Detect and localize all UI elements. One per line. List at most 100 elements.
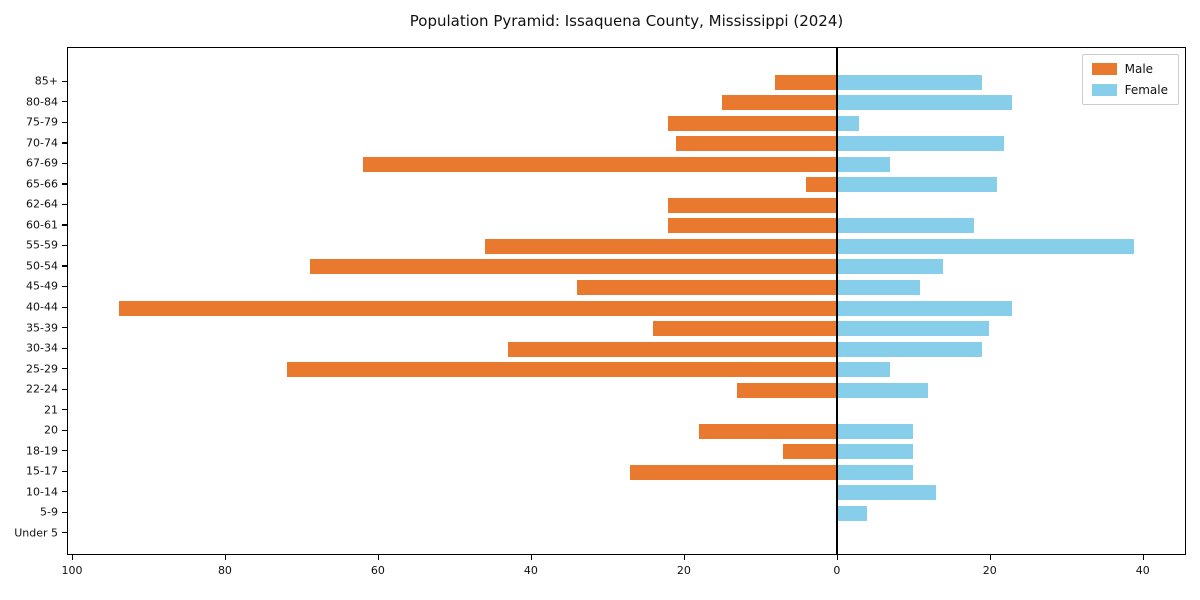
y-tick-mark [62, 532, 67, 534]
bar-female-40-44 [836, 300, 1013, 316]
x-tick-mark [377, 555, 380, 560]
bar-male-15-17 [630, 464, 837, 480]
bar-female-25-29 [836, 362, 890, 378]
y-tick-mark [62, 244, 67, 247]
bar-male-55-59 [485, 238, 837, 254]
bar-female-55-59 [836, 238, 1135, 254]
bar-male-70-74 [676, 136, 837, 152]
bar-male-67-69 [363, 156, 837, 172]
bar-female-35-39 [836, 321, 990, 337]
x-tick-mark [530, 555, 533, 560]
y-tick-mark [62, 203, 67, 206]
bar-female-75-79 [836, 115, 860, 131]
y-tick-mark [62, 285, 67, 288]
zero-axis-line [836, 48, 838, 554]
bar-female-10-14 [836, 485, 936, 501]
y-tick-mark [62, 429, 67, 431]
y-tick-mark [62, 347, 67, 349]
x-tick-mark [836, 555, 839, 560]
bar-male-85+ [775, 74, 837, 90]
bar-male-35-39 [653, 321, 837, 337]
y-tick-label: 25-29 [26, 362, 58, 376]
x-tick-label: 80 [217, 564, 232, 577]
x-tick-mark [683, 555, 686, 560]
bar-male-18-19 [783, 444, 837, 460]
y-tick-mark [62, 491, 67, 493]
bar-female-50-54 [836, 259, 944, 275]
bar-male-80-84 [721, 95, 837, 111]
bar-female-22-24 [836, 382, 929, 398]
bar-female-30-34 [836, 341, 982, 357]
y-tick-label: 85+ [34, 74, 58, 88]
y-tick-label: 40-44 [26, 300, 58, 314]
y-tick-mark [62, 409, 67, 411]
y-tick-mark [62, 327, 67, 329]
y-tick-mark [62, 121, 67, 123]
y-tick-label: 15-17 [26, 464, 58, 478]
legend: Male Female [1081, 54, 1179, 105]
bar-female-70-74 [836, 136, 1005, 152]
y-tick-mark [62, 162, 67, 165]
x-tick-label: 0 [833, 564, 841, 577]
y-tick-label: 35-39 [26, 321, 58, 335]
bar-male-62-64 [668, 197, 837, 213]
y-tick-mark [62, 80, 67, 82]
y-tick-label: 65-66 [26, 177, 58, 191]
x-tick-label: 20 [676, 564, 691, 577]
x-tick-label: 20 [982, 564, 997, 577]
bar-female-60-61 [836, 218, 974, 234]
y-tick-label: 75-79 [26, 115, 58, 129]
y-tick-label: 18-19 [26, 444, 58, 458]
bar-female-67-69 [836, 156, 890, 172]
bar-female-85+ [836, 74, 982, 90]
bar-male-65-66 [805, 177, 837, 193]
bar-male-30-34 [508, 341, 837, 357]
male-color-swatch [1091, 63, 1117, 75]
y-tick-mark [62, 368, 67, 370]
x-tick-label: 40 [1135, 564, 1150, 577]
x-tick-mark [71, 555, 74, 560]
y-tick-label: 62-64 [26, 197, 58, 211]
bar-male-60-61 [668, 218, 837, 234]
bar-female-45-49 [836, 279, 921, 295]
y-tick-mark [62, 470, 67, 472]
y-tick-mark [62, 101, 67, 103]
x-tick-mark [1142, 555, 1144, 560]
y-tick-label: 30-34 [26, 341, 58, 355]
bar-female-5-9 [836, 505, 867, 521]
chart-title: Population Pyramid: Issaquena County, Mi… [409, 12, 844, 30]
y-tick-mark [62, 388, 67, 390]
y-tick-label: 22-24 [26, 382, 58, 396]
bar-male-45-49 [576, 279, 837, 295]
y-tick-mark [62, 265, 67, 267]
bar-male-40-44 [118, 300, 837, 316]
y-tick-mark [62, 450, 67, 452]
y-tick-mark [62, 224, 67, 226]
bar-male-20 [699, 423, 837, 439]
y-tick-mark [62, 306, 67, 308]
y-tick-mark [62, 511, 67, 513]
x-tick-label: 100 [61, 564, 83, 577]
bar-female-15-17 [836, 464, 913, 480]
x-tick-label: 60 [370, 564, 385, 577]
bar-male-25-29 [286, 362, 837, 378]
legend-label-male: Male [1124, 62, 1154, 76]
y-tick-mark [62, 183, 67, 185]
y-tick-label: 45-49 [26, 279, 58, 293]
legend-entry-female: Female [1091, 83, 1168, 97]
legend-entry-male: Male [1091, 62, 1168, 76]
x-tick-mark [989, 555, 991, 560]
y-tick-label: 20 [44, 423, 58, 437]
y-tick-label: 80-84 [26, 95, 58, 109]
bar-female-20 [836, 423, 913, 439]
y-tick-label: 60-61 [26, 218, 58, 232]
y-tick-label: 70-74 [26, 136, 58, 150]
y-tick-label: Under 5 [14, 526, 58, 540]
female-color-swatch [1091, 84, 1117, 96]
y-tick-label: 21 [44, 403, 58, 417]
y-tick-mark [62, 142, 67, 144]
bar-female-18-19 [836, 444, 913, 460]
legend-label-female: Female [1124, 83, 1168, 97]
bar-female-80-84 [836, 95, 1013, 111]
